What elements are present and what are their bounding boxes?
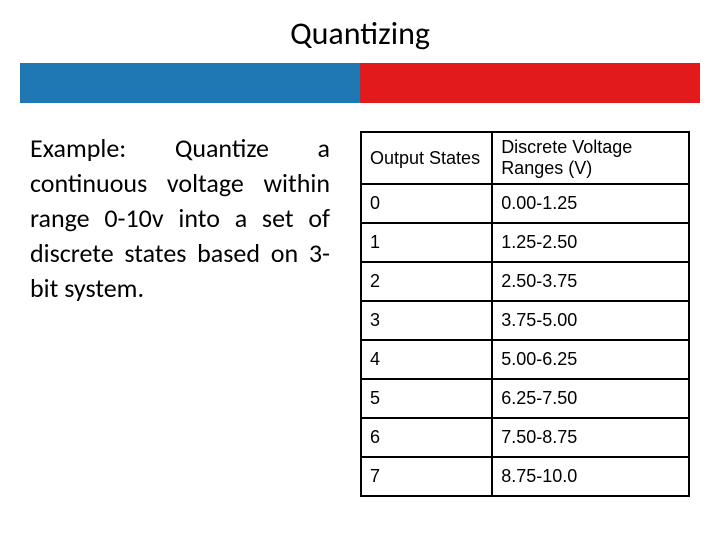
table-cell-output: 6 xyxy=(361,418,492,457)
table-body: 00.00-1.2511.25-2.5022.50-3.7533.75-5.00… xyxy=(361,184,689,496)
table-header-row: Output States Discrete Voltage Ranges (V… xyxy=(361,132,689,184)
table-cell-output: 1 xyxy=(361,223,492,262)
table-row: 11.25-2.50 xyxy=(361,223,689,262)
table-cell-output: 3 xyxy=(361,301,492,340)
table-cell-range: 3.75-5.00 xyxy=(492,301,689,340)
page-title: Quantizing xyxy=(0,0,720,63)
divider-bar-right xyxy=(360,63,700,103)
table-row: 78.75-10.0 xyxy=(361,457,689,496)
divider-bar xyxy=(20,63,700,103)
table-row: 00.00-1.25 xyxy=(361,184,689,223)
table-row: 56.25-7.50 xyxy=(361,379,689,418)
table-cell-output: 4 xyxy=(361,340,492,379)
table-cell-range: 6.25-7.50 xyxy=(492,379,689,418)
slide: Quantizing Example: Quantize a continuou… xyxy=(0,0,720,540)
table-row: 45.00-6.25 xyxy=(361,340,689,379)
divider-bar-left xyxy=(20,63,360,103)
table-cell-output: 2 xyxy=(361,262,492,301)
table-cell-range: 5.00-6.25 xyxy=(492,340,689,379)
table-container: Output States Discrete Voltage Ranges (V… xyxy=(360,131,690,497)
table-cell-range: 1.25-2.50 xyxy=(492,223,689,262)
table-cell-range: 8.75-10.0 xyxy=(492,457,689,496)
quantize-table: Output States Discrete Voltage Ranges (V… xyxy=(360,131,690,497)
body-text: Example: Quantize a continuous voltage w… xyxy=(30,131,330,497)
table-cell-range: 0.00-1.25 xyxy=(492,184,689,223)
table-cell-output: 5 xyxy=(361,379,492,418)
table-header-range: Discrete Voltage Ranges (V) xyxy=(492,132,689,184)
table-cell-output: 7 xyxy=(361,457,492,496)
table-cell-output: 0 xyxy=(361,184,492,223)
table-cell-range: 7.50-8.75 xyxy=(492,418,689,457)
content-row: Example: Quantize a continuous voltage w… xyxy=(0,103,720,497)
table-row: 33.75-5.00 xyxy=(361,301,689,340)
table-cell-range: 2.50-3.75 xyxy=(492,262,689,301)
table-header-output: Output States xyxy=(361,132,492,184)
table-row: 67.50-8.75 xyxy=(361,418,689,457)
table-row: 22.50-3.75 xyxy=(361,262,689,301)
